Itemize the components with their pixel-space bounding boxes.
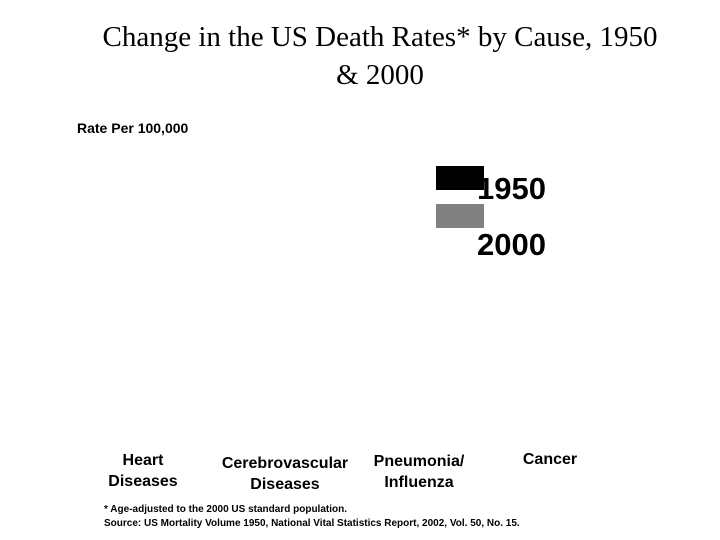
chart-title: Change in the US Death Rates* by Cause, … <box>102 21 658 91</box>
legend-label: 1950 <box>477 171 546 206</box>
legend-swatch <box>436 204 484 228</box>
y-axis-label: Rate Per 100,000 <box>77 120 189 136</box>
footnote: * Age-adjusted to the 2000 US standard p… <box>104 504 347 515</box>
legend-swatch <box>436 166 484 190</box>
x-tick-label: Cancer <box>522 451 578 468</box>
x-tick-label: Cerebrovascular Diseases <box>221 455 349 493</box>
x-tick-label: Heart Diseases <box>108 452 178 490</box>
legend-label: 2000 <box>477 227 546 262</box>
source-note: Source: US Mortality Volume 1950, Nation… <box>104 518 520 529</box>
x-tick-label: Pneumonia/ Influenza <box>373 453 465 491</box>
